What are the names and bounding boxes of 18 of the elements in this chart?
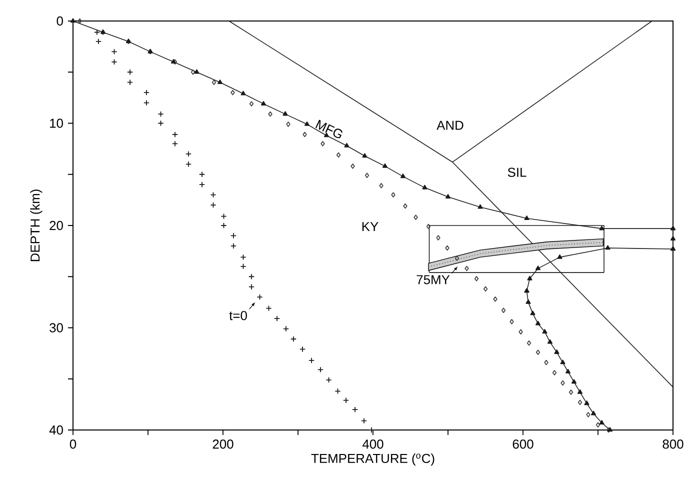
x-tick-label: 200 — [212, 440, 234, 449]
y-tick-label: 40 — [49, 425, 63, 435]
y-axis-title: DEPTH (km) — [30, 190, 42, 262]
annotation: 75MY — [416, 275, 450, 284]
y-tick-label: 30 — [50, 323, 63, 332]
x-tick-label: 0 — [70, 440, 76, 449]
x-tick-label: 400 — [362, 440, 384, 449]
y-tick-label: 0 — [56, 16, 63, 26]
y-tick-label: 20 — [50, 220, 63, 230]
annotation: t=0 — [229, 310, 247, 320]
x-tick-label: 600 — [512, 440, 534, 449]
x-tick-label: 800 — [662, 440, 684, 449]
y-tick-label: 10 — [50, 118, 63, 128]
annotation: KY — [362, 222, 378, 231]
annotation: AND — [436, 120, 464, 130]
annotation: SIL — [508, 168, 526, 177]
text: MFG — [315, 120, 342, 138]
x-axis-title: TEMPERATURE ($^{o}$C) — [311, 454, 434, 466]
